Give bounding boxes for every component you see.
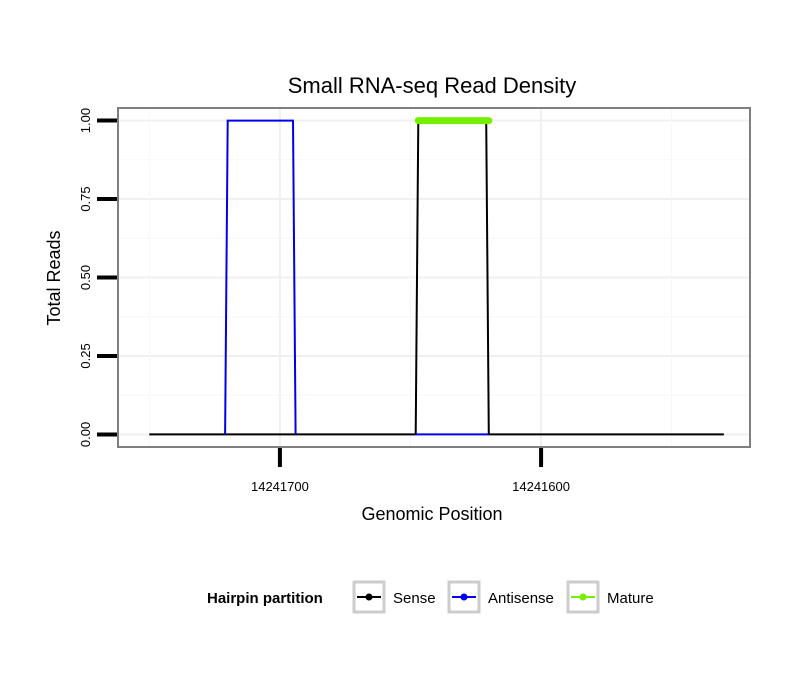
legend-title: Hairpin partition [207, 590, 323, 607]
plot-area: 0.00 0.25 0.50 0.75 1.00 14241700 14241600 [78, 107, 751, 494]
y-tick-label: 0.00 [78, 422, 93, 447]
y-tick-label: 1.00 [78, 108, 93, 133]
plot-border [117, 107, 751, 448]
legend-label-antisense: Antisense [488, 590, 554, 607]
y-tick-label: 0.50 [78, 265, 93, 290]
legend-key-point [579, 593, 587, 601]
legend-key-point [365, 593, 373, 601]
legend-label-mature: Mature [607, 590, 654, 607]
series-line-antisense [224, 119, 297, 435]
legend-key-point [460, 593, 468, 601]
y-tick-label: 0.25 [78, 343, 93, 368]
x-axis-title: Genomic Position [361, 504, 502, 524]
legend: Hairpin partition Sense Antisense Mature [207, 580, 654, 614]
chart-title: Small RNA-seq Read Density [288, 73, 577, 98]
x-tick-label: 14241600 [512, 479, 570, 494]
legend-label-sense: Sense [393, 590, 436, 607]
legend-key-box [566, 580, 600, 614]
y-tick-label: 0.75 [78, 186, 93, 211]
x-tick-label: 14241700 [251, 479, 309, 494]
y-axis-title: Total Reads [44, 230, 64, 325]
